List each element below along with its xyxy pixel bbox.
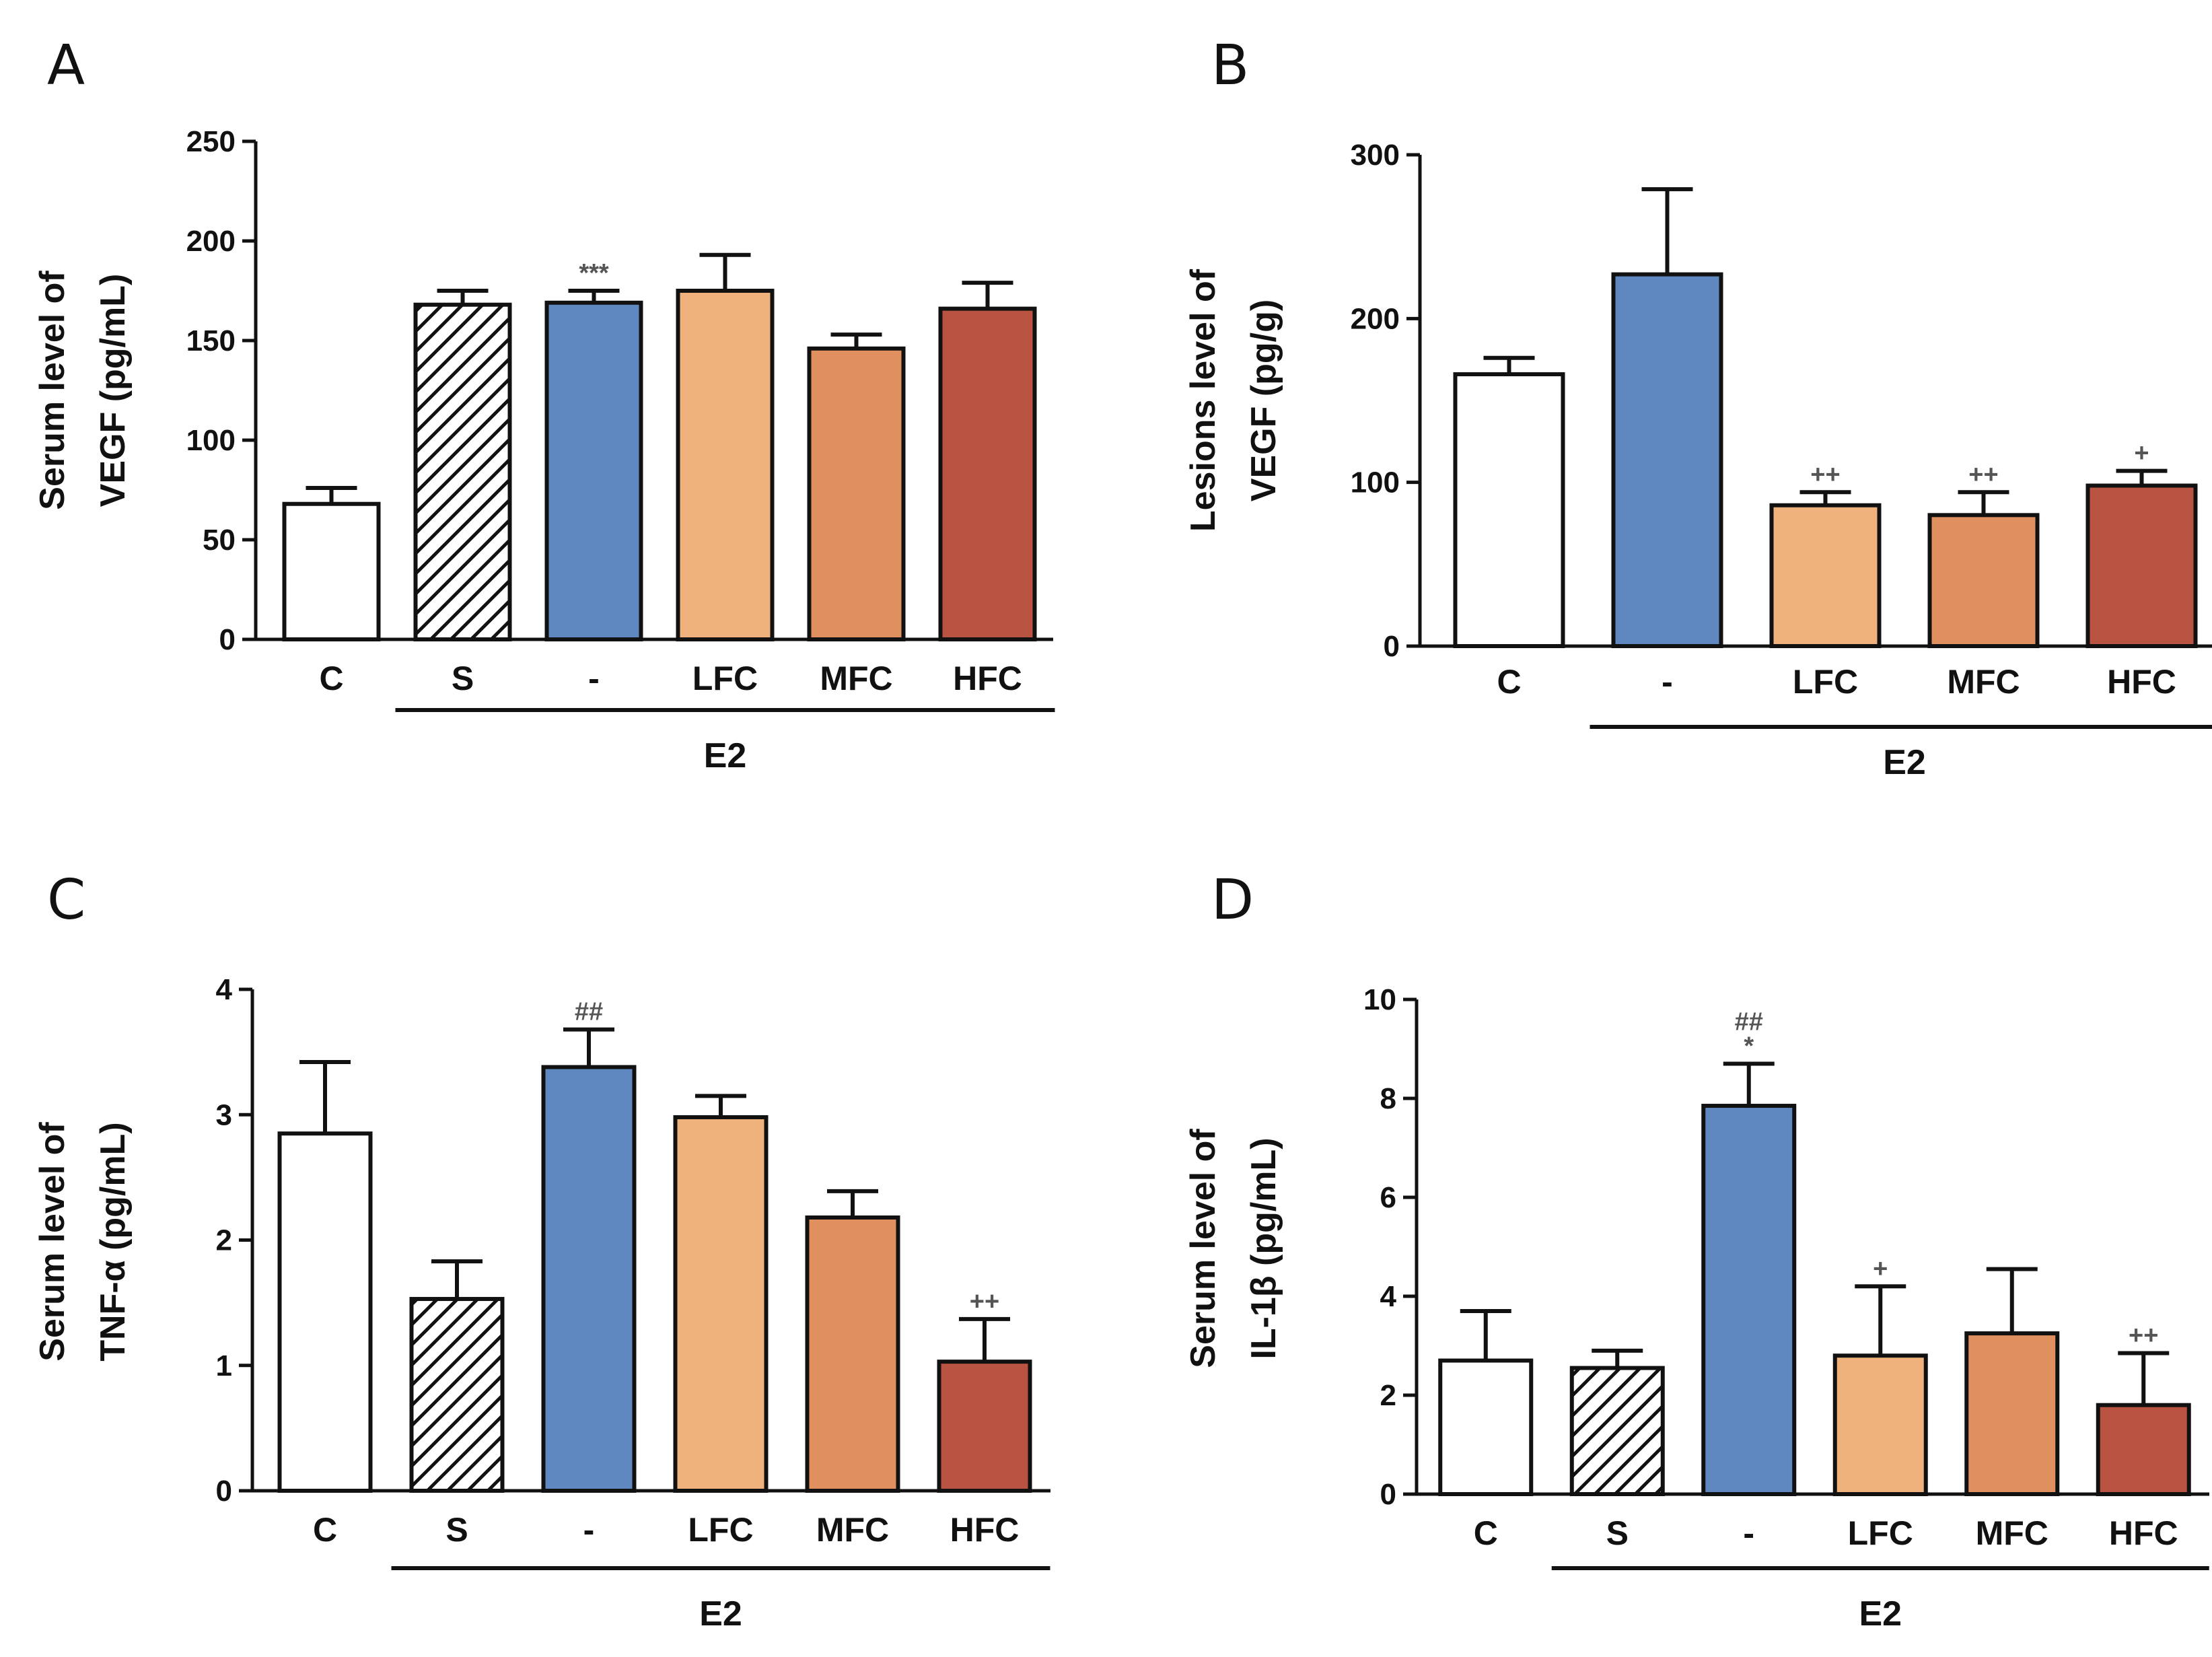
panel-c-y-tick-label: 3 [216,1098,232,1131]
panel-d-ylabel-line: IL-1β (pg/mL) [1244,1137,1283,1359]
panel-a-y-tick-label: 200 [186,225,236,258]
panel-b-ylabel-line: Lesions level of [1184,269,1223,532]
panel-d-x-tick-label: HFC [2109,1514,2178,1552]
panel-c-bar-lfc [673,1115,769,1493]
panel-b-group-label: E2 [1883,743,1926,782]
panel-a-chart: A Serum level of VEGF (pg/mL) 0 50 100 150 200 2… [33,34,1055,775]
panel-b-y-tick-label: 200 [1351,302,1400,335]
panel-d-y-tick-label: 2 [1380,1379,1396,1412]
panel-b-ylabel-line: VEGF (pg/g) [1244,299,1283,501]
panel-d-y-tick-label: 6 [1380,1181,1396,1214]
panel-c-x-tick-label: MFC [816,1511,889,1549]
panel-a-bar-lfc [676,289,775,641]
panel-a-bar-hfc [938,306,1037,641]
panel-b-significance-label: ++ [1810,460,1840,489]
panel-a-bar-s [413,302,512,641]
panel-c-bar-mfc [805,1215,900,1493]
panel-d-bar-mfc [1964,1331,2060,1496]
panel-b-y-tick-label: 0 [1384,630,1400,663]
panel-c-x-tick-label: HFC [950,1511,1020,1549]
panel-d-group-label: E2 [1859,1594,1902,1633]
panel-b-x-tick-label: HFC [2107,663,2176,701]
panel-b-letter: B [1211,34,1249,98]
panel-d-y-tick-label: 0 [1380,1478,1396,1511]
panel-d-x-tick-label: LFC [1848,1514,1913,1552]
panel-a-group-label: E2 [704,736,747,775]
panel-d-bar-hfc [2096,1403,2191,1496]
panel-d-y-tick-label: 8 [1380,1082,1396,1115]
panel-d-x-tick-label: MFC [1976,1514,2048,1552]
panel-d-bar-s [1569,1366,1665,1496]
panel-c-y-tick-label: 2 [216,1224,232,1257]
panel-c-y-tick-label: 4 [216,973,233,1006]
panel-a-y-tick-label: 250 [186,125,236,158]
panel-d-significance-label: * [1744,1032,1754,1061]
panel-d-x-tick-label: C [1474,1514,1498,1552]
panel-d-bar-c [1438,1358,1534,1497]
panel-a-y-tick-label: 150 [186,324,236,357]
panel-c-bar-s [409,1297,505,1493]
panel-d-significance-label: ## [1735,1008,1763,1036]
panel-b-chart: B Lesions level of VEGF (pg/g) 0 100 200 300 C -… [1184,34,2212,782]
panel-a-bar-e2 [544,300,643,641]
panel-a-significance-label: *** [579,259,609,287]
panel-d-bar-lfc [1832,1353,1928,1496]
panel-d-significance-label: ++ [2129,1322,2158,1350]
panel-c-letter: C [47,868,85,932]
panel-a-x-tick-label: MFC [820,660,892,697]
panel-c-significance-label: ## [575,998,603,1026]
panel-d-y-tick-label: 10 [1363,983,1396,1016]
panel-b-bar-lfc [1769,503,1882,648]
panel-c-x-tick-label: - [583,1511,595,1549]
panel-c-bar-hfc [937,1360,1032,1493]
panel-a-x-tick-label: S [452,660,474,697]
panel-b-x-tick-label: - [1662,663,1673,701]
panel-d-bar-e2 [1701,1104,1797,1496]
panel-d-letter: D [1211,868,1254,932]
panel-b-bar-mfc [1927,513,2040,648]
panel-a-y-tick-label: 100 [186,424,236,457]
panel-c-chart: C Serum level of TNF-α (pg/mL) 0 1 2 3 4 C S - ## LF… [33,868,1050,1633]
panel-c-ylabel-line: Serum level of [33,1122,72,1362]
panel-a-ylabel-line: VEGF (pg/mL) [94,274,133,507]
panel-a-x-tick-label: LFC [692,660,758,697]
panel-b-y-tick-label: 100 [1351,466,1400,499]
panel-c-group-label: E2 [699,1594,742,1633]
panel-b-x-tick-label: MFC [1947,663,2020,701]
panel-a-bar-mfc [807,346,906,642]
panel-d-significance-label: + [1873,1255,1888,1283]
panel-c-y-tick-label: 0 [216,1475,232,1508]
panel-a-x-tick-label: HFC [953,660,1022,697]
panel-c-x-tick-label: LFC [688,1511,753,1549]
panel-b-y-tick-label: 300 [1351,139,1400,172]
panel-d-x-tick-label: S [1606,1514,1629,1552]
panel-c-bar-c [277,1131,373,1493]
panel-a-ylabel-line: Serum level of [33,271,72,510]
panel-c-significance-label: ++ [970,1288,999,1316]
panel-a-letter: A [47,34,85,98]
panel-c-y-tick-label: 1 [216,1349,232,1382]
panel-d-chart: D Serum level of IL-1β (pg/mL) 0 2 4 6 8 10 C S - ##… [1184,868,2209,1633]
panel-b-bar-hfc [2085,483,2198,648]
panel-a-y-tick-label: 50 [203,524,236,557]
panel-a-y-tick-label: 0 [219,623,236,656]
panel-c-x-tick-label: S [445,1511,468,1549]
panel-a-bar-c [282,501,381,641]
panel-b-bar-e2 [1611,272,1723,648]
panel-a-x-tick-label: - [588,660,600,697]
panel-c-x-tick-label: C [313,1511,337,1549]
panel-b-significance-label: ++ [1968,460,1998,489]
panel-d-ylabel-line: Serum level of [1184,1129,1223,1368]
panel-b-x-tick-label: LFC [1793,663,1858,701]
panel-b-x-tick-label: C [1497,663,1521,701]
panel-d-x-tick-label: - [1743,1514,1754,1552]
panel-b-bar-c [1453,372,1565,648]
panel-d-y-tick-label: 4 [1380,1280,1397,1313]
panel-c-bar-e2 [541,1065,637,1493]
panel-a-x-tick-label: C [319,660,343,697]
panel-c-ylabel-line: TNF-α (pg/mL) [94,1122,133,1361]
panel-b-significance-label: + [2134,439,2149,468]
